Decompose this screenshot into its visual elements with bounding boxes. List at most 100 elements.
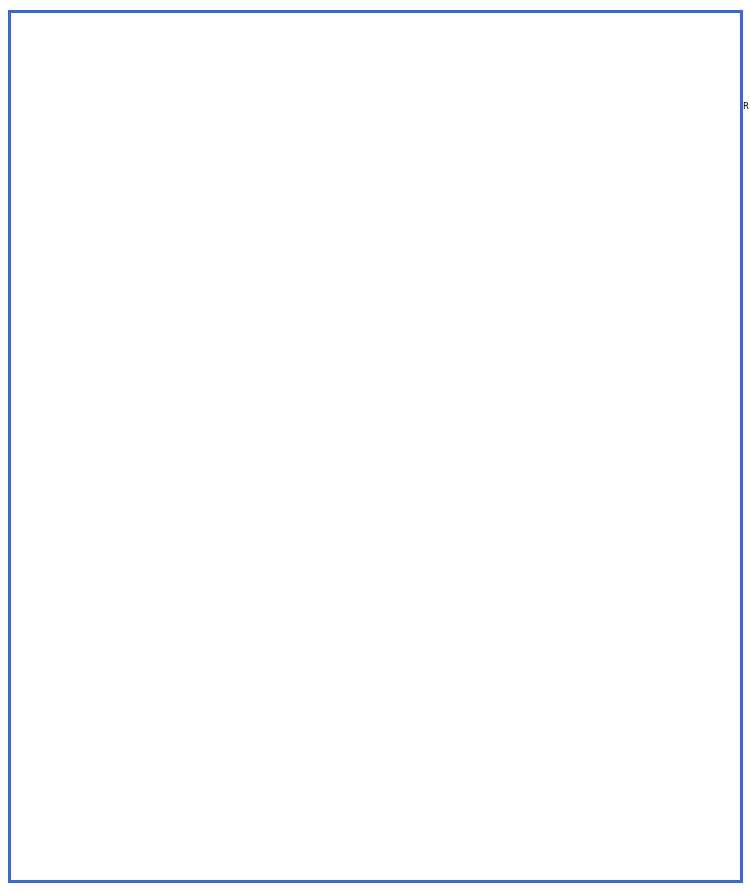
Bar <box>586 624 613 644</box>
Text: H₁: H₁ <box>249 586 259 596</box>
Text: 460: 460 <box>186 814 201 823</box>
Text: 170: 170 <box>129 712 144 721</box>
Bar <box>177 603 210 624</box>
Text: 400: 400 <box>347 691 362 700</box>
Bar <box>177 726 210 747</box>
Text: AS55—2CB: AS55—2CB <box>37 712 82 721</box>
Text: 340: 340 <box>381 732 396 741</box>
Text: 265: 265 <box>536 753 550 762</box>
Bar <box>372 644 405 665</box>
Text: H₃: H₃ <box>419 470 428 479</box>
Text: 8—φ18: 8—φ18 <box>485 753 514 762</box>
Text: φC: φC <box>30 228 40 237</box>
Text: 300: 300 <box>448 773 464 782</box>
Text: 250: 250 <box>314 773 328 782</box>
Text: 182: 182 <box>216 835 231 844</box>
Bar <box>210 644 237 665</box>
Text: y: y <box>562 42 567 51</box>
Circle shape <box>584 197 591 202</box>
Circle shape <box>584 230 591 235</box>
Bar <box>271 624 304 644</box>
Bar <box>338 685 372 706</box>
Bar <box>526 706 560 726</box>
Circle shape <box>528 236 535 242</box>
Bar <box>526 579 560 603</box>
Text: 440: 440 <box>347 835 362 844</box>
Bar <box>680 359 717 409</box>
Bar <box>586 603 613 624</box>
Text: 230: 230 <box>620 712 634 721</box>
Text: g: g <box>386 586 392 596</box>
Text: 310: 310 <box>448 814 464 823</box>
Text: 560: 560 <box>280 732 296 741</box>
Text: H₃: H₃ <box>316 586 326 596</box>
Text: 460: 460 <box>186 835 201 844</box>
Bar <box>674 603 728 624</box>
Text: 170: 170 <box>129 732 144 741</box>
Text: N－φd: N－φd <box>473 113 494 122</box>
Circle shape <box>499 59 506 64</box>
Bar <box>640 809 674 830</box>
Text: 360: 360 <box>280 608 296 617</box>
Bar <box>614 789 640 809</box>
Bar <box>614 830 640 850</box>
Bar <box>175 98 211 128</box>
Bar <box>22 726 96 747</box>
Bar <box>304 789 338 809</box>
Bar <box>674 789 728 809</box>
Bar <box>304 579 338 603</box>
Circle shape <box>450 131 458 136</box>
Text: 525: 525 <box>347 753 362 762</box>
Circle shape <box>556 236 564 242</box>
Bar <box>304 624 338 644</box>
Circle shape <box>572 236 579 242</box>
Text: 126: 126 <box>620 794 634 803</box>
Text: J: J <box>519 255 522 264</box>
Circle shape <box>450 65 458 71</box>
Bar <box>177 706 210 726</box>
Bar <box>237 767 271 789</box>
Text: 400: 400 <box>347 649 362 659</box>
Text: AS30—2CB: AS30—2CB <box>37 691 82 700</box>
Bar <box>210 579 237 603</box>
Bar <box>338 789 372 809</box>
Bar <box>96 706 123 726</box>
Bar <box>560 603 586 624</box>
Bar <box>640 579 674 603</box>
Text: 340: 340 <box>381 814 396 823</box>
Bar <box>439 644 472 665</box>
Bar <box>526 603 560 624</box>
Bar <box>22 747 96 767</box>
Circle shape <box>484 236 491 242</box>
Bar <box>22 830 96 850</box>
Circle shape <box>513 236 520 242</box>
Bar <box>177 767 210 789</box>
Bar <box>338 624 372 644</box>
Bar <box>150 624 177 644</box>
Bar <box>586 830 613 850</box>
Bar <box>372 726 405 747</box>
Text: 330: 330 <box>186 649 201 659</box>
Text: 107: 107 <box>620 671 634 680</box>
Bar <box>439 665 472 685</box>
Bar <box>372 767 405 789</box>
Text: 310: 310 <box>448 712 464 721</box>
Text: 140: 140 <box>216 629 231 638</box>
Bar <box>472 747 526 767</box>
Circle shape <box>476 372 484 379</box>
Text: 500×500: 500×500 <box>682 629 719 638</box>
Text: 500×500: 500×500 <box>682 794 719 803</box>
Bar <box>123 685 150 706</box>
Bar <box>22 665 96 685</box>
Text: 210: 210 <box>156 732 171 741</box>
Text: 510: 510 <box>650 835 664 844</box>
Text: 410: 410 <box>247 814 262 823</box>
Text: 305: 305 <box>415 712 430 721</box>
Text: +: + <box>730 163 740 177</box>
Circle shape <box>186 238 215 260</box>
Text: 700×700: 700×700 <box>682 732 719 741</box>
Bar <box>271 726 304 747</box>
Bar <box>614 665 640 685</box>
Bar <box>560 767 586 789</box>
Circle shape <box>452 98 590 202</box>
